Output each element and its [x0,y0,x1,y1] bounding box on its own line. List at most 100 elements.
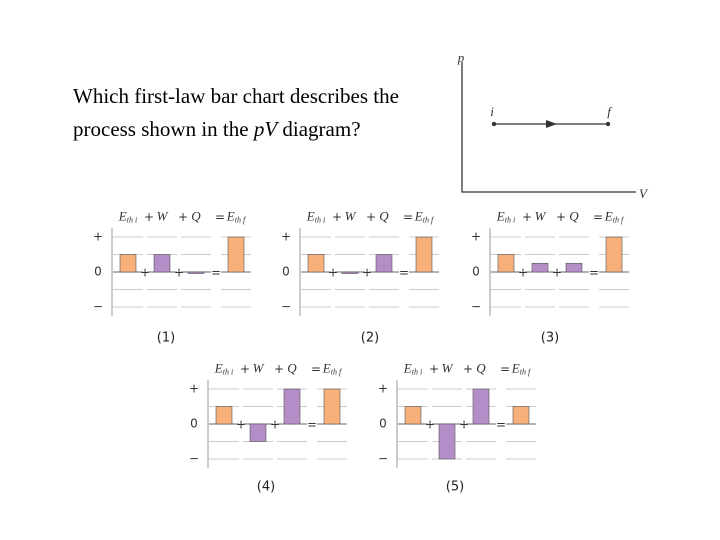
bar [283,388,301,425]
category-symbol: W [442,360,454,375]
zero-operator: + [459,418,469,432]
category-subscript: th i [412,367,422,376]
bar [249,423,267,442]
header-operator: = [311,362,321,376]
y-tick-label: + [93,230,103,244]
pv-axes [461,62,636,193]
header-operator: + [144,210,154,224]
category-symbol: E [322,360,331,375]
header-operator: = [593,210,603,224]
header-operator: + [463,362,473,376]
zero-operator: = [211,266,221,280]
category-subscript: th i [223,367,233,376]
header-operator: + [274,362,284,376]
bar [215,406,233,425]
zero-operator: + [140,266,150,280]
category-symbol: W [253,360,265,375]
bar [497,254,515,273]
y-tick-label: − [281,300,291,314]
bar [307,254,325,273]
start-label: i [490,104,494,119]
category-symbol: E [214,360,223,375]
header-operator: + [240,362,250,376]
category-label: Q [287,360,297,375]
category-symbol: Q [569,208,579,223]
process-arrow [546,120,557,128]
chart-label: (3) [541,331,559,346]
category-symbol: E [306,208,315,223]
y-tick-label: 0 [472,265,480,279]
bar [415,236,433,273]
bar-chart: +0 − Eth i W Q Eth f + + + + = = (2) [281,208,439,346]
bar [472,388,490,425]
category-label: Q [569,208,579,223]
header-operator: + [556,210,566,224]
y-tick-label: − [378,452,388,466]
header-operator: + [429,362,439,376]
header-operator: + [522,210,532,224]
category-symbol: E [604,208,613,223]
category-label: Eth f [322,360,343,376]
bar [531,262,549,273]
y-axis-label: p [457,50,465,65]
end-label: f [607,104,613,119]
zero-operator: + [270,418,280,432]
category-label: W [157,208,169,223]
chart-label: (2) [361,331,379,346]
zero-operator: = [496,418,506,432]
zero-operator: + [425,418,435,432]
y-tick-label: − [93,300,103,314]
bar [227,236,245,273]
category-label: Eth f [511,360,532,376]
state-point [491,121,497,127]
bar-chart: +0 − Eth i W Q Eth f + + + + = = (5) [378,360,536,495]
zero-operator: + [552,266,562,280]
zero-operator: + [236,418,246,432]
zero-operator: + [362,266,372,280]
category-label: Eth i [118,208,137,224]
category-symbol: E [118,208,127,223]
zero-operator: + [174,266,184,280]
category-label: Eth i [306,208,325,224]
category-label: Q [476,360,486,375]
zero-operator: = [589,266,599,280]
pv-diagram: p V i f [457,50,649,201]
bar [605,236,623,273]
zero-operator: + [518,266,528,280]
bar [512,406,530,425]
category-symbol: E [511,360,520,375]
category-subscript: th f [520,367,532,376]
zero-operator: + [328,266,338,280]
category-label: W [535,208,547,223]
category-symbol: W [345,208,357,223]
y-tick-label: − [471,300,481,314]
bar [323,388,341,425]
bar [438,423,456,460]
category-subscript: th f [423,215,435,224]
y-tick-label: 0 [190,417,198,431]
chart-label: (1) [157,331,175,346]
category-label: Eth f [414,208,435,224]
header-operator: + [366,210,376,224]
y-tick-label: + [471,230,481,244]
header-operator: = [500,362,510,376]
category-label: W [253,360,265,375]
category-subscript: th i [127,215,137,224]
state-point [605,121,611,127]
question-line: process shown in the pV diagram? [73,117,361,141]
question-text: diagram? [277,117,360,141]
question-italic: pV [252,117,280,141]
y-tick-label: 0 [94,265,102,279]
category-symbol: E [414,208,423,223]
category-subscript: th i [505,215,515,224]
bar [153,254,171,273]
y-tick-label: + [189,382,199,396]
question-text: process shown in the [73,117,254,141]
category-label: Eth i [496,208,515,224]
category-subscript: th f [613,215,625,224]
category-label: W [442,360,454,375]
header-operator: = [403,210,413,224]
bar [375,254,393,273]
